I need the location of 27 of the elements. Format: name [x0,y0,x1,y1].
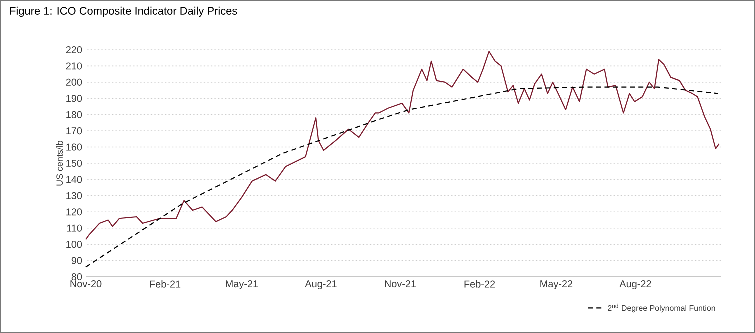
line-series [85,51,720,240]
y-tick-label: 140 [66,176,82,184]
y-axis-title: US cents/lb [56,140,64,186]
y-tick-label: 210 [66,62,82,70]
y-tick-label: 120 [66,208,82,216]
chart-title: Figure 1: ICO Composite Indicator Daily Prices [10,6,238,18]
y-tick-label: 170 [66,128,82,135]
x-tick-label: Feb-21 [150,280,181,288]
x-tick-label: May-22 [540,280,573,290]
y-tick-label: 150 [66,160,82,168]
line-series [85,86,719,268]
x-tick-label: Nov-21 [385,280,416,288]
x-tick-label: Feb-22 [464,280,496,288]
y-tick-label: 200 [66,78,82,86]
y-tick-label: 190 [66,95,82,102]
y-tick-label: 130 [66,192,82,200]
x-tick-label: Aug-21 [305,280,337,290]
y-tick-label: 100 [66,241,82,248]
x-tick-label: Nov-20 [70,280,102,288]
y-tick-label: 180 [66,111,82,118]
y-tick-label: 110 [67,224,82,232]
y-tick-label: 80 [72,273,82,281]
y-tick-label: 220 [66,46,82,54]
x-tick-label: May-21 [226,280,258,290]
y-tick-label: 160 [66,144,82,151]
y-tick-label: 90 [72,257,82,264]
x-tick-label: Aug-22 [620,280,652,290]
